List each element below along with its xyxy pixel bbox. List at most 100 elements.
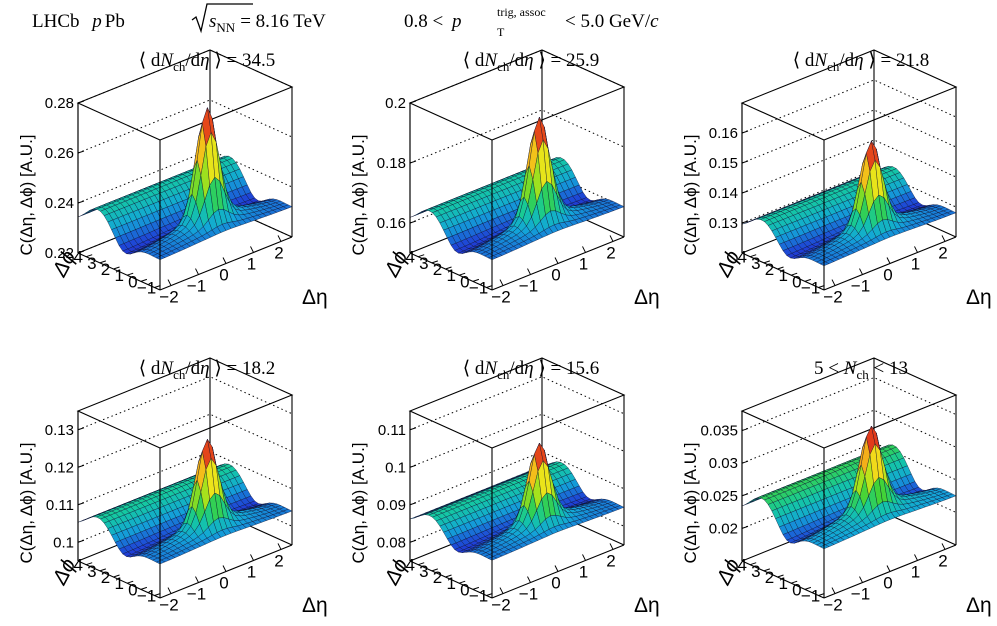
z-tick — [409, 502, 417, 506]
panel-title: 5 < Nch < 13 — [814, 358, 908, 382]
z-tick-label: 0.13 — [45, 422, 74, 439]
phi-tick — [818, 285, 825, 289]
z-axis-title: C(Δη, Δϕ) [A.U.] — [681, 134, 700, 255]
eta-tick — [582, 554, 586, 561]
z-tick — [77, 100, 85, 104]
surface-cell — [282, 204, 293, 209]
panel-6: 0.020.0250.030.035−2−1012−101234ΔηΔϕC(Δη… — [681, 357, 992, 617]
axis-phi — [77, 252, 161, 291]
eta-tick — [886, 565, 891, 572]
panel-title-part: /d — [185, 50, 200, 71]
phi-tick-label: 2 — [765, 568, 774, 587]
eta-tick — [886, 257, 891, 264]
eta-tick — [859, 576, 863, 583]
phi-tick-label: 1 — [778, 266, 787, 285]
phi-tick-label: 2 — [433, 568, 442, 587]
z-tick-label: 0.11 — [378, 422, 406, 439]
axis-phi — [741, 560, 825, 599]
energy-sub: NN — [216, 20, 235, 35]
eta-axis-title: Δη — [634, 286, 660, 309]
phi-tick-label: −1 — [469, 279, 488, 298]
phi-tick-label: 4 — [737, 556, 746, 575]
phi-tick — [459, 580, 466, 584]
pt-sub: T — [497, 25, 505, 39]
pt-sup: trig, assoc — [497, 5, 546, 19]
z-tick-label: 0.2 — [385, 95, 406, 112]
panel-1: 0.220.240.260.28−2−1012−101234ΔηΔϕC(Δη, … — [17, 49, 328, 309]
z-tick — [77, 464, 85, 468]
panel-title-part: N — [159, 50, 174, 71]
phi-tick-label: 1 — [446, 266, 455, 285]
z-tick — [409, 100, 417, 104]
box-top — [408, 49, 626, 141]
energy-label: sNN = 8.16 TeV — [209, 11, 326, 35]
z-tick-label: 0.28 — [45, 95, 74, 112]
experiment-name: LHCb — [32, 11, 80, 32]
phi-tick — [445, 574, 452, 578]
eta-tick — [554, 257, 559, 264]
phi-tick-label: −1 — [137, 587, 156, 606]
eta-tick-label: −1 — [187, 585, 206, 604]
phi-tick-label: 2 — [433, 260, 442, 279]
panel-title-part: 5 < — [814, 358, 844, 379]
z-axis-title: C(Δη, Δϕ) [A.U.] — [349, 134, 368, 255]
eta-tick-label: −1 — [519, 277, 538, 296]
panel-title-part: /d — [509, 358, 524, 379]
z-gridline-2 — [77, 413, 293, 468]
z-tick — [741, 460, 749, 464]
panel-title-part: ⟩ = 21.8 — [864, 50, 930, 71]
z-tick — [409, 464, 417, 468]
z-tick-label: 0.1 — [385, 459, 406, 476]
panel-title-part: ⟩ = 18.2 — [210, 358, 276, 379]
z-tick-label: 0.18 — [377, 155, 406, 172]
phi-tick-label: 3 — [87, 254, 96, 273]
eta-tick-label: −2 — [159, 288, 178, 307]
eta-tick — [277, 235, 282, 242]
phi-tick — [777, 266, 784, 270]
phi-tick — [486, 593, 493, 597]
phi-tick-label: 0 — [128, 272, 137, 291]
z-tick — [77, 150, 85, 154]
panel-title-part: η — [854, 50, 863, 71]
eta-axis-title: Δη — [966, 594, 992, 617]
phi-tick-label: 0 — [792, 580, 801, 599]
z-axis-title: C(Δη, Δϕ) [A.U.] — [17, 134, 36, 255]
sqrt-symbol — [191, 3, 253, 34]
z-tick — [741, 190, 749, 194]
pt-high: < 5.0 GeV/c — [565, 11, 659, 32]
surface — [741, 425, 957, 550]
phi-tick — [791, 272, 798, 276]
eta-tick-label: 0 — [219, 266, 228, 285]
panel-title-part: ⟨ d — [793, 50, 815, 71]
panel-3: 0.130.140.150.16−2−1012−101234ΔηΔϕC(Δη, … — [681, 49, 992, 309]
surface — [77, 438, 293, 565]
eta-axis-title: Δη — [302, 286, 328, 309]
system-p: p — [90, 11, 102, 32]
eta-tick-label: 0 — [551, 266, 560, 285]
phi-tick — [140, 586, 148, 590]
z-tick-label: 0.08 — [377, 534, 406, 551]
phi-tick-label: 4 — [73, 556, 82, 575]
eta-tick-label: 2 — [274, 551, 283, 570]
pt-unit-c: c — [650, 11, 659, 32]
phi-tick-label: 3 — [87, 562, 96, 581]
z-tick-label: 0.26 — [45, 145, 74, 162]
eta-tick-label: −1 — [851, 277, 870, 296]
experiment-header: LHCb p Pb — [32, 11, 125, 32]
eta-tick-label: −2 — [491, 596, 510, 615]
panel-title-part: N — [159, 358, 174, 379]
eta-tick-label: 1 — [247, 562, 256, 581]
eta-tick-label: 0 — [883, 574, 892, 593]
eta-tick-label: 2 — [606, 243, 615, 262]
phi-tick-label: 0 — [460, 272, 469, 291]
surface-cell — [946, 210, 957, 215]
phi-tick — [127, 272, 134, 276]
phi-tick-label: 4 — [405, 556, 414, 575]
phi-tick — [99, 260, 107, 264]
eta-tick — [859, 268, 863, 275]
z-tick — [741, 493, 749, 497]
z-tick-label: 0.02 — [709, 520, 738, 537]
eta-tick — [222, 565, 227, 572]
